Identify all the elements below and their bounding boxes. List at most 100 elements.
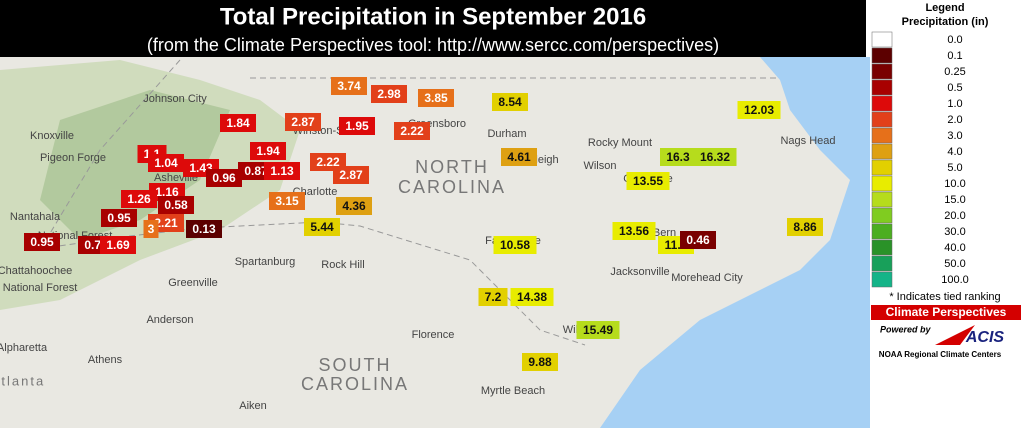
station-box xyxy=(510,288,554,306)
station-value: 0.96 xyxy=(212,171,236,185)
header-bar xyxy=(0,0,866,57)
place-label: Spartanburg xyxy=(235,256,296,268)
station-value: 1.69 xyxy=(106,238,130,252)
station-labels: 3.74 2.98 3.85 8.54 12.03 1.84 2.87 1.95 2.22 1.1… xyxy=(24,77,823,371)
place-label: Myrtle Beach xyxy=(481,385,545,397)
place-label: NORTH xyxy=(415,157,489,177)
station-value: 0.58 xyxy=(164,198,188,212)
station-value: 13.56 xyxy=(619,224,649,238)
legend-label: 4.0 xyxy=(947,146,962,158)
station-value: 2.87 xyxy=(339,168,363,182)
station-box xyxy=(100,236,136,254)
station-value: 3.15 xyxy=(275,194,299,208)
place-label: Jacksonville xyxy=(610,266,669,278)
station-value: 3 xyxy=(148,222,155,236)
legend-title: Legend xyxy=(925,2,964,14)
legend-swatch xyxy=(871,31,893,48)
legend-swatch xyxy=(871,63,893,80)
place-label: Atlanta xyxy=(0,373,45,388)
place-label: Durham xyxy=(487,128,526,140)
place-label: Athens xyxy=(88,354,123,366)
place-label: Aiken xyxy=(239,400,267,412)
legend-label: 15.0 xyxy=(944,194,965,206)
legend-swatch xyxy=(871,159,893,176)
station-value: 1.95 xyxy=(345,119,369,133)
station-box xyxy=(331,77,367,95)
legend-swatch xyxy=(871,95,893,112)
station-value: 2.98 xyxy=(377,87,401,101)
station-value: 16.3 xyxy=(666,150,690,164)
station-box xyxy=(612,222,656,240)
station-box xyxy=(339,117,375,135)
station-value: 9.88 xyxy=(528,355,552,369)
station-value: 3.74 xyxy=(337,79,361,93)
station-box xyxy=(148,154,184,172)
acis-swoosh xyxy=(935,325,975,345)
station-value: 4.36 xyxy=(342,199,366,213)
place-label: Nags Head xyxy=(780,135,835,147)
station-value: 1.84 xyxy=(226,116,250,130)
station-value: 1.13 xyxy=(270,164,294,178)
legend-swatch xyxy=(871,127,893,144)
station-value: 0.95 xyxy=(107,211,131,225)
legend-label: 40.0 xyxy=(944,242,965,254)
station-box xyxy=(576,321,620,339)
station-box xyxy=(787,218,823,236)
legend: Legend Precipitation (in) * Indicates ti… xyxy=(870,0,1021,428)
legend-note: * Indicates tied ranking xyxy=(889,291,1000,303)
station-box xyxy=(186,220,222,238)
legend-label: 0.0 xyxy=(947,34,962,46)
ocean xyxy=(600,57,870,428)
legend-swatch xyxy=(871,47,893,64)
place-label: CAROLINA xyxy=(301,374,409,394)
station-value: 1.16 xyxy=(155,185,179,199)
legend-label: 0.1 xyxy=(947,50,962,62)
station-box xyxy=(220,114,256,132)
station-box xyxy=(493,236,537,254)
place-label: National Forest xyxy=(3,282,78,294)
station-value: 12.03 xyxy=(744,103,774,117)
place-label: Rocky Mount xyxy=(588,137,652,149)
place-label: CAROLINA xyxy=(398,177,506,197)
subtitle: (from the Climate Perspectives tool: htt… xyxy=(147,35,719,55)
legend-swatch xyxy=(871,239,893,256)
station-box xyxy=(660,148,696,166)
place-label: SOUTH xyxy=(319,355,392,375)
place-label: Nantahala xyxy=(10,211,61,223)
legend-swatch xyxy=(871,207,893,224)
legend-label: 2.0 xyxy=(947,114,962,126)
station-box xyxy=(250,142,286,160)
brand-bar xyxy=(871,305,1021,320)
station-value: 2.22 xyxy=(316,155,340,169)
legend-swatch xyxy=(871,271,893,288)
legend-label: 20.0 xyxy=(944,210,965,222)
legend-swatch xyxy=(871,255,893,272)
place-label: Pigeon Forge xyxy=(40,152,106,164)
legend-label: 50.0 xyxy=(944,258,965,270)
legend-swatch xyxy=(871,223,893,240)
legend-label: 3.0 xyxy=(947,130,962,142)
station-box xyxy=(285,113,321,131)
station-box xyxy=(501,148,537,166)
acis: ACIS xyxy=(965,329,1005,346)
station-value: 8.86 xyxy=(793,220,817,234)
state-line xyxy=(39,59,181,251)
station-value: 3.85 xyxy=(424,91,448,105)
place-label: Johnson City xyxy=(143,93,207,105)
station-value: 16.32 xyxy=(700,150,730,164)
place-label: Wilson xyxy=(583,160,616,172)
station-box xyxy=(101,209,137,227)
station-box xyxy=(522,353,558,371)
place-label: Alpharetta xyxy=(0,342,48,354)
station-value: 1.04 xyxy=(154,156,178,170)
legend-swatch xyxy=(871,175,893,192)
legend-panel xyxy=(870,0,1021,428)
station-box xyxy=(693,148,737,166)
station-box xyxy=(371,85,407,103)
station-box xyxy=(333,166,369,184)
station-box xyxy=(478,288,508,306)
powered-by: Powered by xyxy=(880,324,932,334)
legend-label: 1.0 xyxy=(947,98,962,110)
station-box xyxy=(304,218,340,236)
